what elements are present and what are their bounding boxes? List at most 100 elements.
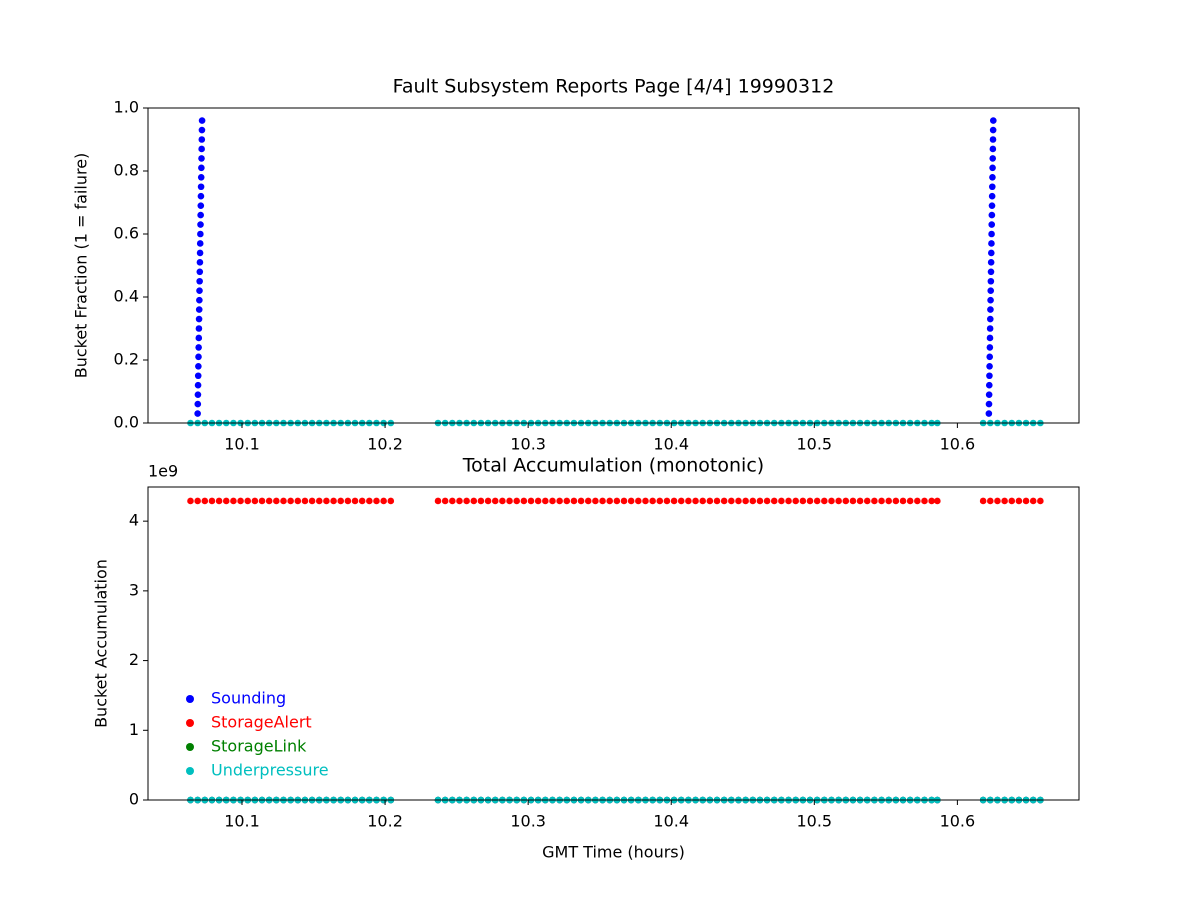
- data-point: [577, 497, 585, 505]
- data-point: [692, 497, 699, 505]
- data-point: [799, 497, 807, 505]
- data-point: [988, 211, 996, 219]
- data-point: [323, 497, 330, 505]
- x-tick-label: 10.1: [224, 812, 260, 831]
- data-point: [197, 183, 205, 191]
- data-point: [198, 126, 206, 134]
- data-point: [513, 497, 521, 505]
- data-point: [194, 400, 202, 408]
- data-point: [194, 381, 202, 389]
- data-point: [195, 344, 202, 351]
- data-point: [613, 497, 621, 505]
- x-tick-label: 10.6: [940, 812, 976, 831]
- data-point: [599, 497, 606, 505]
- data-point: [792, 497, 800, 505]
- x-tick-label: 10.4: [653, 812, 689, 831]
- data-point: [196, 287, 203, 295]
- data-point: [195, 353, 202, 361]
- data-point: [986, 363, 993, 370]
- data-point: [670, 497, 678, 505]
- data-point: [986, 353, 994, 361]
- data-point: [222, 497, 230, 505]
- data-point: [197, 202, 205, 209]
- data-point: [685, 497, 692, 505]
- data-point: [986, 325, 994, 332]
- data-point: [258, 497, 266, 505]
- data-point: [542, 497, 549, 505]
- data-point: [198, 145, 205, 153]
- data-point: [194, 391, 202, 398]
- data-point: [1008, 497, 1016, 505]
- data-point: [366, 497, 373, 505]
- legend-label: Sounding: [211, 689, 286, 708]
- x-tick-label: 10.3: [510, 812, 546, 831]
- data-point: [849, 497, 857, 505]
- data-point: [986, 344, 994, 351]
- legend-label: Underpressure: [211, 761, 329, 780]
- data-point: [856, 497, 864, 505]
- data-point: [813, 497, 821, 505]
- data-point: [344, 497, 352, 505]
- data-point: [735, 497, 742, 505]
- data-point: [194, 410, 201, 417]
- data-point: [706, 497, 714, 505]
- chart-title: Total Accumulation (monotonic): [462, 455, 764, 477]
- data-point: [1029, 497, 1037, 505]
- y-tick-label: 1: [129, 720, 139, 739]
- data-point: [315, 497, 323, 505]
- data-point: [863, 497, 871, 505]
- data-point: [906, 497, 914, 505]
- x-tick-label: 10.4: [653, 435, 689, 454]
- data-point: [606, 497, 614, 505]
- data-point: [195, 325, 203, 332]
- data-point: [198, 117, 206, 124]
- data-point: [301, 497, 309, 505]
- data-point: [470, 497, 478, 505]
- data-point: [387, 497, 395, 505]
- y-tick-label: 1.0: [114, 98, 139, 117]
- data-point: [749, 497, 757, 505]
- y-tick-label: 4: [129, 511, 139, 530]
- legend-label: StorageAlert: [211, 713, 312, 732]
- y-axis-label: Bucket Accumulation: [92, 559, 111, 728]
- data-point: [635, 497, 642, 505]
- data-point: [195, 334, 203, 342]
- data-point: [197, 221, 204, 228]
- data-point: [201, 497, 209, 505]
- data-point: [914, 497, 921, 505]
- data-point: [584, 497, 592, 505]
- data-point: [230, 497, 237, 505]
- data-point: [989, 145, 997, 153]
- data-point: [196, 277, 203, 285]
- data-point: [989, 164, 996, 172]
- y-tick-label: 3: [129, 580, 139, 599]
- data-point: [280, 497, 287, 505]
- data-point: [244, 497, 252, 505]
- data-point: [441, 497, 449, 505]
- data-point: [979, 497, 987, 505]
- data-point: [649, 497, 656, 505]
- legend-marker: [186, 719, 194, 727]
- data-point: [463, 497, 470, 505]
- data-point: [187, 497, 194, 505]
- data-point: [835, 497, 842, 505]
- data-point: [477, 497, 485, 505]
- data-point: [456, 497, 463, 505]
- data-point: [986, 372, 993, 380]
- y-offset-label: 1e9: [148, 462, 178, 481]
- data-point: [196, 268, 204, 276]
- data-point: [215, 497, 223, 505]
- data-point: [988, 192, 996, 200]
- data-point: [989, 117, 997, 124]
- data-point: [821, 497, 828, 505]
- data-point: [308, 497, 316, 505]
- data-point: [720, 497, 728, 505]
- data-point: [934, 497, 941, 505]
- legend-marker: [186, 695, 194, 703]
- y-tick-label: 0.6: [114, 224, 139, 243]
- data-point: [921, 497, 928, 505]
- data-point: [986, 315, 994, 323]
- x-tick-label: 10.5: [796, 812, 832, 831]
